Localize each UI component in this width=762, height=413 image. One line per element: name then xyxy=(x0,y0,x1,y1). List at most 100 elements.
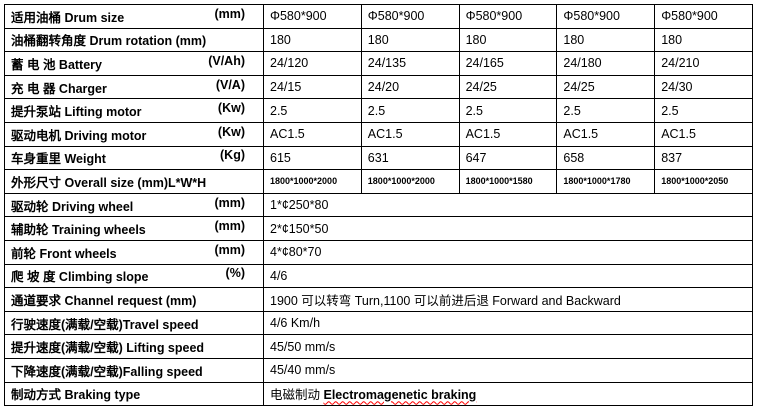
table-row: 下降速度(满载/空载)Falling speed 45/40 mm/s xyxy=(4,357,753,383)
spec-value: 615 xyxy=(263,145,362,171)
table-row: 适用油桶 Drum size (mm) Φ580*900 Φ580*900 Φ580*9… xyxy=(4,4,753,29)
table-row: 油桶翻转角度 Drum rotation (mm) 180 180 180 180 180 xyxy=(4,27,753,53)
spec-label: 驱动电机 Driving motor (Kw) xyxy=(4,121,264,147)
spec-value: 2.5 xyxy=(556,98,656,123)
table-row: 提升泵站 Lifting motor (Kw) 2.5 2.5 2.5 2.5 2.5 xyxy=(4,98,753,123)
spec-value: 180 xyxy=(360,27,460,53)
spec-value: AC1.5 xyxy=(263,121,362,147)
value-cn: 电磁制动 xyxy=(270,388,324,403)
spec-value: 24/135 xyxy=(360,51,460,76)
table-row: 提升速度(满载/空载) Lifting speed 45/50 mm/s xyxy=(4,334,753,359)
table-row: 驱动轮 Driving wheel (mm) 1*¢250*80 xyxy=(4,192,753,218)
spec-value: Φ580*900 xyxy=(360,4,460,29)
spec-value: 1900 可以转弯 Turn,1100 可以前进后退 Forward and B… xyxy=(263,287,753,312)
spec-label: 通道要求 Channel request (mm) xyxy=(4,287,264,312)
spec-label: 蓄 电 池 Battery (V/Ah) xyxy=(4,51,264,76)
spec-value: 24/20 xyxy=(360,74,460,100)
table-row: 充 电 器 Charger (V/A) 24/15 24/20 24/25 24/25 24… xyxy=(4,74,753,100)
label-text: 充 电 器 Charger xyxy=(11,81,107,96)
spec-value: 24/15 xyxy=(263,74,362,100)
spec-value: 180 xyxy=(458,27,558,53)
spec-value: Φ580*900 xyxy=(654,4,753,29)
spec-value: 1800*1000*2000 xyxy=(360,169,460,194)
spec-value: Φ580*900 xyxy=(556,4,656,29)
spec-label: 下降速度(满载/空载)Falling speed xyxy=(4,357,264,383)
spec-label: 驱动轮 Driving wheel (mm) xyxy=(4,192,264,218)
value-en: Electromagenetic braking xyxy=(323,388,477,403)
table-row: 外形尺寸 Overall size (mm)L*W*H 1800*1000*200… xyxy=(4,169,753,194)
spec-value: 658 xyxy=(556,145,656,171)
label-text: 蓄 电 池 Battery xyxy=(11,57,102,72)
spec-value: 631 xyxy=(360,145,460,171)
label-text: 制动方式 Braking type xyxy=(11,388,141,403)
spec-value: 45/50 mm/s xyxy=(263,334,753,359)
spec-value: 24/25 xyxy=(458,74,558,100)
spec-value: 1800*1000*2000 xyxy=(263,169,362,194)
spec-label: 制动方式 Braking type xyxy=(4,381,264,407)
table-row: 前轮 Front wheels (mm) 4*¢80*70 xyxy=(4,239,753,265)
label-text: 车身重里 Weight xyxy=(11,152,106,167)
spec-label: 车身重里 Weight (Kg) xyxy=(4,145,264,171)
spec-value: AC1.5 xyxy=(556,121,656,147)
table-row: 通道要求 Channel request (mm) 1900 可以转弯 Turn,… xyxy=(4,287,753,312)
label-text: 外形尺寸 Overall size (mm)L*W*H xyxy=(11,175,207,190)
label-text: 下降速度(满载/空载)Falling speed xyxy=(11,364,203,379)
label-text: 驱动电机 Driving motor xyxy=(11,128,147,143)
label-text: 辅助轮 Training wheels xyxy=(11,223,146,238)
spec-label: 辅助轮 Training wheels (mm) xyxy=(4,216,264,241)
spec-value: 4/6 Km/h xyxy=(263,310,753,336)
spec-value: AC1.5 xyxy=(360,121,460,147)
spec-label: 充 电 器 Charger (V/A) xyxy=(4,74,264,100)
spec-value: Φ580*900 xyxy=(263,4,362,29)
spec-value: 4/6 xyxy=(263,263,753,289)
spec-value: 24/30 xyxy=(654,74,753,100)
table-row: 制动方式 Braking type 电磁制动 Electromagenetic b… xyxy=(4,381,753,407)
unit-text: (Kw) xyxy=(217,124,245,139)
spec-value: 24/120 xyxy=(263,51,362,76)
spec-value: 180 xyxy=(654,27,753,53)
spec-value: 4*¢80*70 xyxy=(263,239,753,265)
unit-text: (Kw) xyxy=(217,101,245,116)
unit-text: (mm) xyxy=(214,219,245,234)
spec-value: 2.5 xyxy=(360,98,460,123)
label-text: 提升速度(满载/空载) Lifting speed xyxy=(11,341,205,356)
spec-label: 适用油桶 Drum size (mm) xyxy=(4,4,264,29)
label-text: 提升泵站 Lifting motor xyxy=(11,105,142,120)
spec-value: AC1.5 xyxy=(654,121,753,147)
table-row: 行驶速度(满载/空载)Travel speed 4/6 Km/h xyxy=(4,310,753,336)
spec-value: 837 xyxy=(654,145,753,171)
spec-table: 适用油桶 Drum size (mm) Φ580*900 Φ580*900 Φ580*9… xyxy=(4,4,753,407)
spec-value: 45/40 mm/s xyxy=(263,357,753,383)
unit-text: (Kg) xyxy=(220,148,245,163)
spec-value: 24/180 xyxy=(556,51,656,76)
spec-value: 2*¢150*50 xyxy=(263,216,753,241)
table-row: 驱动电机 Driving motor (Kw) AC1.5 AC1.5 AC1.5 AC1… xyxy=(4,121,753,147)
spec-label: 爬 坡 度 Climbing slope (%) xyxy=(4,263,264,289)
label-text: 行驶速度(满载/空载)Travel speed xyxy=(11,317,199,332)
spec-value: AC1.5 xyxy=(458,121,558,147)
spec-label: 前轮 Front wheels (mm) xyxy=(4,239,264,265)
label-text: 前轮 Front wheels xyxy=(11,246,117,261)
spec-value: Φ580*900 xyxy=(458,4,558,29)
label-text: 驱动轮 Driving wheel xyxy=(11,199,134,214)
spec-label: 外形尺寸 Overall size (mm)L*W*H xyxy=(4,169,264,194)
unit-text: (V/A) xyxy=(215,77,245,92)
unit-text: (mm) xyxy=(214,6,245,21)
spec-value: 2.5 xyxy=(458,98,558,123)
spec-value: 1800*1000*2050 xyxy=(654,169,753,194)
spec-value: 24/25 xyxy=(556,74,656,100)
spec-value: 647 xyxy=(458,145,558,171)
label-text: 通道要求 Channel request (mm) xyxy=(11,293,197,308)
table-row: 车身重里 Weight (Kg) 615 631 647 658 837 xyxy=(4,145,753,171)
unit-text: (mm) xyxy=(214,195,245,210)
spec-value: 1*¢250*80 xyxy=(263,192,753,218)
spec-value: 1800*1000*1780 xyxy=(556,169,656,194)
unit-text: (V/Ah) xyxy=(208,53,245,68)
spec-value: 180 xyxy=(556,27,656,53)
label-text: 适用油桶 Drum size xyxy=(11,10,125,25)
spec-label: 油桶翻转角度 Drum rotation (mm) xyxy=(4,27,264,53)
spec-value: 电磁制动 Electromagenetic braking xyxy=(263,381,753,407)
spec-value: 24/165 xyxy=(458,51,558,76)
unit-text: (%) xyxy=(225,266,245,281)
spec-value: 180 xyxy=(263,27,362,53)
